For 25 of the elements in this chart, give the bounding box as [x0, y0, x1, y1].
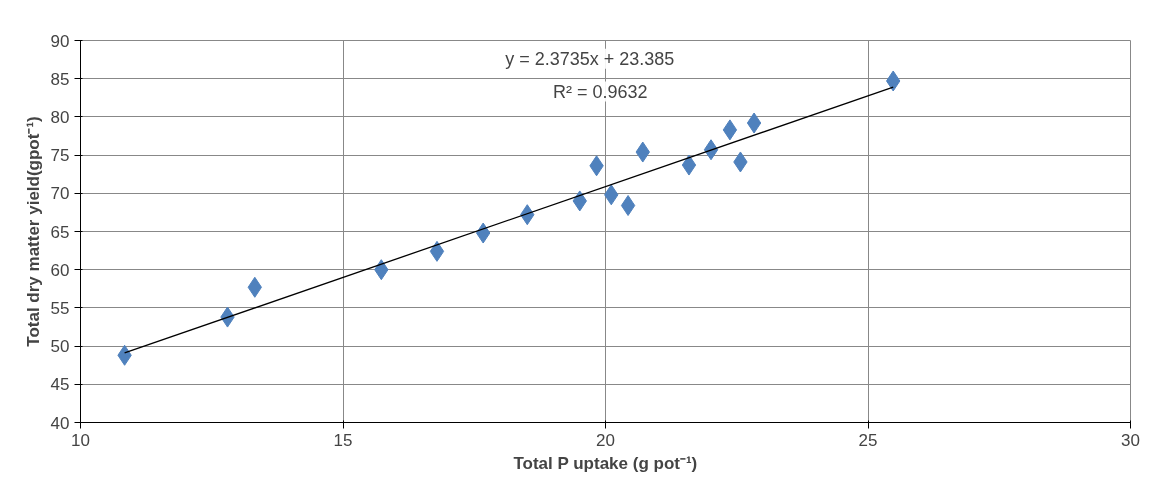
point [620, 195, 636, 217]
point [722, 119, 738, 141]
y-tick-label: 60 [50, 260, 70, 280]
x-tick-label: 25 [858, 430, 878, 450]
y-tick-label: 65 [50, 222, 70, 242]
y-tick-label: 70 [50, 184, 70, 204]
x-tick-label: 10 [71, 430, 90, 450]
y-tick-label: 85 [50, 69, 70, 89]
annotation: R² = 0.9632 [552, 81, 648, 102]
y-tick-label: 80 [50, 107, 70, 127]
y-tick-label: 40 [50, 413, 70, 433]
annotation: y = 2.3735x + 23.385 [505, 48, 675, 69]
x-tick-label: 20 [596, 430, 615, 450]
point [746, 112, 762, 134]
x-axis-title: Total P uptake (g pot⁻¹) [513, 453, 698, 473]
x-tick-label: 30 [1121, 430, 1140, 450]
y-tick-label: 75 [50, 146, 70, 166]
point [429, 240, 445, 262]
y-tick-label: 45 [50, 375, 70, 395]
point [681, 154, 697, 176]
y-axis-title: Total dry matter yield(gpot⁻¹) [23, 116, 43, 347]
y-tick-label: 55 [50, 298, 70, 318]
y-tick-label: 50 [50, 337, 70, 357]
x-tick-label: 15 [333, 430, 353, 450]
y-tick-label: 90 [50, 31, 70, 51]
